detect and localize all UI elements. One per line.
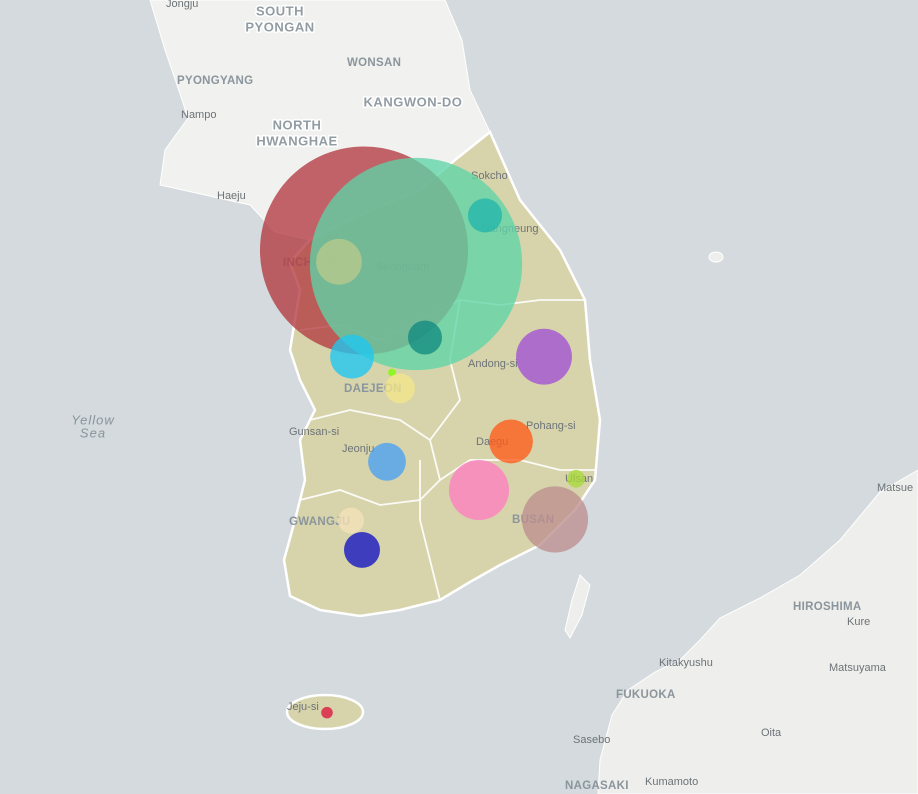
place-label: NAGASAKI [565,780,629,792]
bubble [516,328,572,385]
place-label: Jeonju [342,443,374,455]
sea-label: Yellow [71,412,115,427]
place-label: WONSAN [347,57,401,69]
bubbles [259,146,589,719]
bubble [316,238,362,285]
bubble [489,419,533,464]
place-label: Nampo [181,109,216,121]
place-label: GWANGJU [289,516,351,528]
region-label: PYONGAN [245,19,314,34]
place-label: Kure [847,616,870,628]
bubble [388,368,396,377]
place-label: Oita [761,727,782,739]
place-label: Kumamoto [645,776,698,788]
bubble [344,531,380,568]
bubble [521,486,589,553]
bubble [338,507,364,534]
place-label: Matsue [877,482,913,494]
place-label: Haeju [217,190,246,202]
bubble [567,469,585,488]
place-label: FUKUOKA [616,689,676,701]
place-label: Pohang-si [526,420,576,432]
place-label: Sokcho [471,170,508,182]
land-japan [597,469,918,794]
island [708,251,724,263]
place-label: HIROSHIMA [793,601,862,613]
bubble [330,334,374,379]
place-label: PYONGYANG [177,75,253,87]
bubble [407,320,443,355]
place-label: Jongju [166,0,198,10]
region-label: KANGWON-DO [364,94,463,109]
place-label: Kitakyushu [659,657,713,669]
region-label: NORTH [273,117,322,132]
place-label: Andong-si [468,358,518,370]
tsushima [564,574,591,640]
sea-label: Sea [80,425,106,440]
place-label: Jeju-si [287,701,319,713]
place-label: Sasebo [573,734,610,746]
labels: Jongju SOUTH PYONGAN WONSAN PYONGYANG KA… [71,0,913,792]
bubble [385,373,415,404]
bubble [368,442,406,481]
bubble [448,459,510,521]
bubble [321,706,333,719]
place-label: Matsuyama [829,662,887,674]
region-label: SOUTH [256,3,304,18]
place-label: Gunsan-si [289,426,339,438]
bubble [467,198,503,233]
region-label: HWANGHAE [256,133,337,148]
